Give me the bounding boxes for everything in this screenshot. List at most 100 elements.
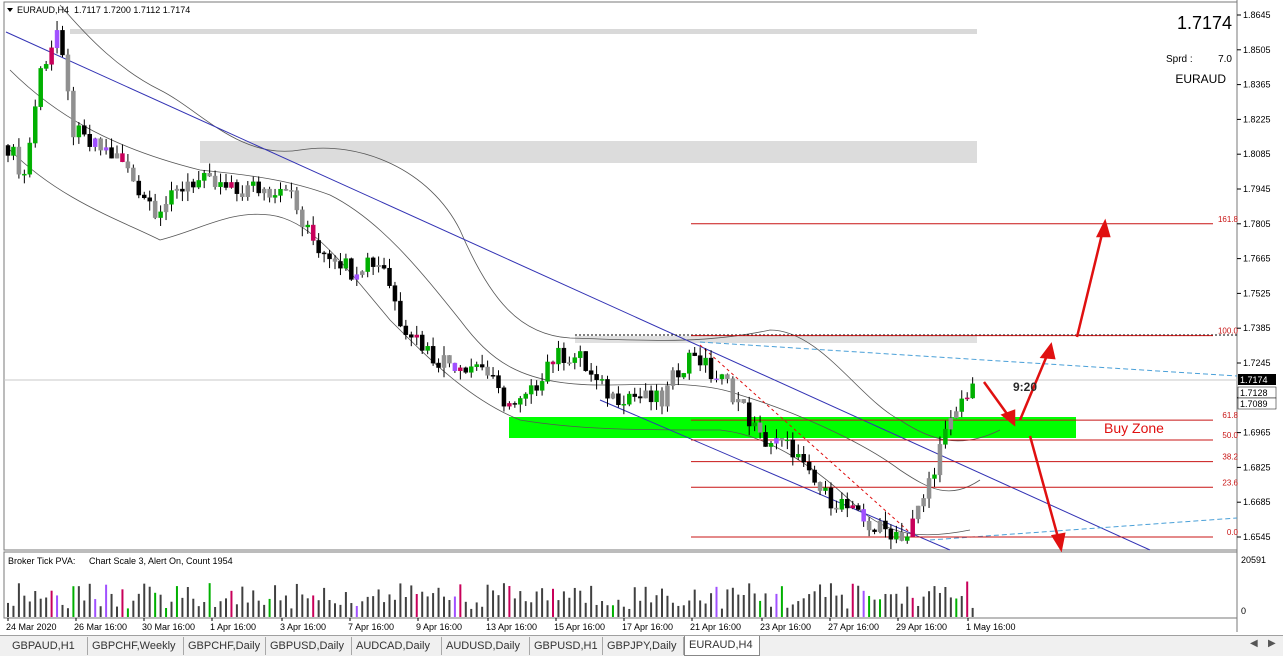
candle-body bbox=[365, 257, 370, 272]
spread-value: 7.0 bbox=[1218, 54, 1232, 65]
fib-level-label: 50.0 bbox=[1222, 431, 1238, 440]
candle-body bbox=[627, 393, 632, 405]
candle-body bbox=[425, 346, 430, 351]
price-axis-label: 1.7525 bbox=[1243, 288, 1271, 298]
candle-body bbox=[741, 399, 746, 403]
price-axis-label: 1.7805 bbox=[1243, 219, 1271, 229]
candle-body bbox=[370, 257, 376, 267]
tab-gbpusd-daily[interactable]: GBPUSD,Daily bbox=[266, 637, 352, 655]
price-axis-label: 1.7245 bbox=[1243, 358, 1271, 368]
candle-body bbox=[768, 443, 774, 447]
tab-gbpchf-daily[interactable]: GBPCHF,Daily bbox=[184, 637, 266, 655]
candle-body bbox=[98, 138, 103, 151]
price-axis-label: 1.7385 bbox=[1243, 323, 1271, 333]
candle-body bbox=[670, 370, 676, 386]
candle-body bbox=[697, 355, 703, 366]
candle-body bbox=[817, 482, 823, 491]
candle-body bbox=[861, 509, 866, 522]
candle-body bbox=[512, 403, 518, 405]
candle-body bbox=[763, 432, 768, 447]
candle-body bbox=[730, 378, 736, 403]
candle-body bbox=[458, 367, 463, 371]
candle-body bbox=[261, 188, 267, 194]
candle-body bbox=[163, 204, 169, 213]
candle-body bbox=[349, 258, 354, 280]
candle-body bbox=[103, 147, 109, 151]
candle-body bbox=[332, 258, 338, 262]
fibonacci-levels: 161.8 100.0 61.8 50.0 38.2 23.6 0.0 bbox=[691, 215, 1239, 538]
candle-body bbox=[212, 175, 218, 187]
volume-bars bbox=[7, 581, 974, 617]
candle-body bbox=[147, 197, 152, 202]
candle-body bbox=[899, 531, 905, 541]
candle-body bbox=[169, 190, 174, 205]
time-axis-label: 1 Apr 16:00 bbox=[210, 622, 256, 632]
candle-body bbox=[534, 385, 539, 391]
chart-ohlc: 1.7117 1.7200 1.7112 1.7174 bbox=[74, 5, 190, 15]
candle-body bbox=[223, 182, 229, 188]
arrow-down-long bbox=[1028, 435, 1061, 542]
time-axis-label: 24 Mar 2020 bbox=[6, 622, 57, 632]
candle-body bbox=[87, 133, 92, 147]
candle-body bbox=[834, 507, 839, 510]
candle-body bbox=[463, 367, 469, 373]
spread-label: Sprd : bbox=[1166, 54, 1193, 65]
tab-euraud-h4[interactable]: EURAUD,H4 bbox=[684, 636, 760, 656]
candle-body bbox=[92, 138, 98, 147]
candle-body bbox=[218, 182, 223, 187]
candle-body bbox=[474, 364, 479, 367]
candle-body bbox=[959, 398, 964, 412]
candle-body bbox=[507, 403, 512, 407]
time-axis-label: 29 Apr 16:00 bbox=[896, 622, 947, 632]
tab-gbpusd-h1[interactable]: GBPUSD,H1 bbox=[530, 637, 603, 655]
chart-tab-bar: ◀ ▶ GBPAUD,H1 GBPCHF,Weekly GBPCHF,Daily GB… bbox=[0, 635, 1283, 656]
price-axis-label: 1.6965 bbox=[1243, 428, 1271, 438]
candle-body bbox=[948, 417, 954, 430]
candle-body bbox=[419, 334, 425, 351]
candle-body bbox=[387, 267, 392, 286]
candle-body bbox=[610, 393, 616, 399]
candle-body bbox=[392, 285, 398, 302]
candle-body bbox=[65, 54, 71, 92]
indicator-header-bg bbox=[5, 553, 290, 568]
candle-body bbox=[294, 190, 300, 211]
chart-menu-icon[interactable] bbox=[7, 8, 13, 12]
candle-body bbox=[376, 265, 381, 267]
indicator-axis-min: 0 bbox=[1241, 606, 1246, 616]
buy-zone-label: Buy Zone bbox=[1104, 420, 1164, 436]
candle-body bbox=[757, 422, 763, 433]
candle-body bbox=[926, 478, 932, 499]
price-axis-label: 1.8505 bbox=[1243, 45, 1271, 55]
candle-body bbox=[839, 499, 845, 510]
tab-gbpjpy-daily[interactable]: GBPJPY,Daily bbox=[603, 637, 684, 655]
candle-body bbox=[479, 364, 485, 368]
candle-body bbox=[676, 370, 681, 378]
candle-body bbox=[490, 375, 496, 377]
candle-body bbox=[430, 346, 436, 364]
current-price-tag: 1.7174 bbox=[1240, 375, 1268, 385]
candle-body bbox=[872, 529, 877, 532]
candle-body bbox=[714, 378, 719, 381]
candle-body bbox=[398, 300, 403, 327]
current-price-display: 1.7174 bbox=[1177, 13, 1232, 33]
tab-gbpchf-weekly[interactable]: GBPCHF,Weekly bbox=[88, 637, 184, 655]
candle-body bbox=[229, 182, 234, 188]
tab-audusd-daily[interactable]: AUDUSD,Daily bbox=[442, 637, 530, 655]
tab-scroll-right-icon[interactable]: ▶ bbox=[1268, 638, 1276, 649]
time-marker-label: 9:20 bbox=[1013, 380, 1037, 394]
tab-scroll-left-icon[interactable]: ◀ bbox=[1250, 638, 1258, 649]
price-tag-1: 1.7128 bbox=[1240, 388, 1268, 398]
candle-body bbox=[725, 374, 730, 379]
candle-body bbox=[877, 520, 883, 532]
tab-audcad-daily[interactable]: AUDCAD,Daily bbox=[352, 637, 442, 655]
tab-gbpaud-h1[interactable]: GBPAUD,H1 bbox=[8, 637, 88, 655]
candle-body bbox=[779, 438, 785, 441]
candle-body bbox=[556, 347, 561, 365]
candle-body bbox=[27, 142, 33, 175]
symbol-name: EURAUD bbox=[1175, 72, 1226, 86]
indicator-title: Broker Tick PVA: bbox=[8, 556, 75, 566]
candle-body bbox=[883, 520, 888, 530]
candle-body bbox=[806, 461, 812, 471]
candle-body bbox=[267, 188, 272, 198]
